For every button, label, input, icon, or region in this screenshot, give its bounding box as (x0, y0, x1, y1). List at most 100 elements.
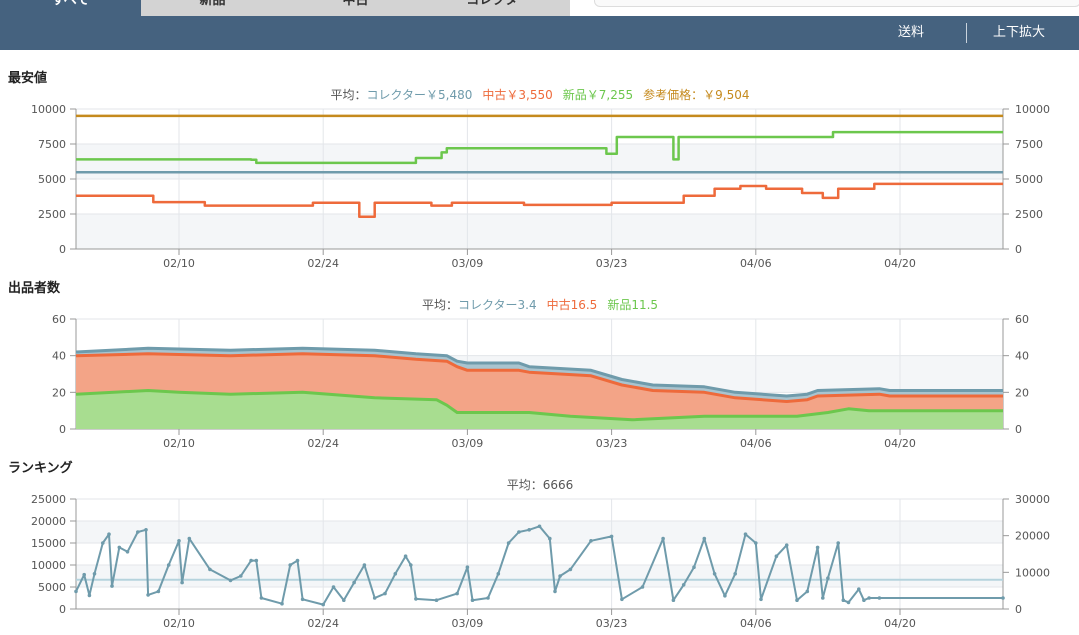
ranking-section-title: ランキング (8, 461, 73, 476)
ranking-y-tick-label-left: 10000 (31, 559, 66, 572)
tab-all[interactable]: すべて (0, 0, 141, 16)
ranking-point (661, 536, 665, 541)
ranking-y-tick-label-left: 20000 (31, 515, 66, 528)
ranking-point (506, 541, 511, 545)
ranking-point (434, 598, 439, 602)
ranking-grid-band (76, 521, 1003, 543)
ranking-point (465, 565, 470, 569)
price-x-tick-label: 02/24 (307, 257, 339, 270)
ranking-point (107, 532, 111, 536)
price-y-tick-label-right: 0 (1015, 243, 1022, 256)
ranking-point (548, 536, 552, 541)
sellers-series-line (75, 346, 1003, 398)
zoom-button[interactable]: 上下拡大 (993, 25, 1046, 40)
ranking-point (702, 536, 707, 541)
sellers-series-line (75, 352, 1003, 403)
ranking-point (815, 545, 820, 550)
ranking-point (383, 591, 387, 596)
price-series-line (76, 182, 1003, 219)
ranking-point (784, 543, 789, 547)
legend-prefix: 平均： (422, 298, 458, 312)
sellers-grid-band (76, 355, 1003, 393)
ranking-point (589, 539, 593, 543)
ranking-point (228, 578, 233, 583)
ranking-point (295, 558, 300, 563)
ranking-point (805, 589, 810, 594)
ranking-point (681, 583, 686, 587)
ranking-point (239, 574, 243, 578)
ranking-point (862, 598, 866, 602)
sellers-legend: 平均：コレクター3.4 中古16.5 新品11.5 (422, 297, 658, 312)
ranking-point (403, 554, 408, 558)
ranking-point (671, 598, 676, 602)
ranking-point (759, 597, 763, 602)
ranking-point (537, 524, 542, 529)
ranking-point (321, 602, 326, 607)
sellers-x-tick-label: 03/23 (596, 437, 628, 450)
ranking-point (180, 580, 184, 585)
ranking-point (558, 574, 562, 578)
ranking-point (712, 572, 717, 576)
ranking-series-line (75, 525, 1003, 606)
ranking-point (857, 587, 861, 591)
ranking-point (280, 601, 284, 606)
price-x-tick-label: 03/23 (596, 257, 628, 270)
ranking-point (144, 528, 148, 532)
ranking-x-tick-label: 03/09 (452, 617, 484, 630)
legend-item: 新品￥7,255 (563, 87, 633, 102)
sellers-area (76, 390, 1003, 429)
tab-bar-background (141, 0, 570, 16)
price-section-title: 最安値 (8, 71, 48, 86)
ranking-point (1001, 596, 1005, 600)
sellers-y-tick-label-right: 40 (1015, 350, 1029, 363)
ranking-point (774, 554, 779, 558)
price-y-tick-label-right: 2500 (1015, 208, 1043, 221)
ranking-point (826, 576, 830, 580)
price-y-tick-label-right: 10000 (1015, 103, 1050, 116)
ranking-point (101, 541, 105, 545)
price-grid-band (76, 144, 1003, 179)
ranking-point (743, 532, 748, 536)
ranking-point (846, 600, 851, 605)
legend-item: 中古￥3,550 (482, 87, 552, 102)
sellers-y-tick-label-right: 0 (1015, 423, 1022, 436)
tab-collector[interactable]: コレクター (466, 0, 531, 8)
ranking-point (372, 596, 377, 600)
sellers-x-tick-label: 02/10 (163, 437, 195, 450)
tab-used[interactable]: 中古 (342, 0, 369, 8)
legend-prefix: 平均： (331, 88, 367, 102)
price-y-tick-label-left: 5000 (38, 173, 66, 186)
ranking-point (517, 530, 521, 534)
ranking-point (754, 541, 758, 545)
ranking-point (259, 596, 264, 600)
ranking-grid-band (76, 565, 1003, 587)
ranking-point (177, 539, 181, 543)
sellers-y-tick-label-left: 20 (52, 386, 66, 399)
sellers-section-title: 出品者数 (8, 281, 61, 296)
ranking-point (187, 536, 192, 541)
ranking-y-tick-label-right: 10000 (1015, 566, 1050, 579)
ranking-x-tick-label: 02/10 (163, 617, 195, 630)
sellers-y-tick-label-left: 40 (52, 350, 66, 363)
shipping-button[interactable]: 送料 (898, 25, 925, 40)
ranking-y-tick-label-left: 25000 (31, 493, 66, 506)
ranking-y-tick-label-right: 30000 (1015, 493, 1050, 506)
ranking-point (723, 594, 727, 598)
ranking-point (620, 597, 624, 602)
ranking-point (609, 534, 614, 539)
ranking-point (300, 597, 305, 602)
ranking-point (331, 585, 336, 589)
sellers-area (76, 348, 1003, 429)
ranking-x-tick-label: 04/20 (884, 617, 916, 630)
sellers-y-tick-label-right: 20 (1015, 386, 1029, 399)
legend-item: 新品11.5 (607, 297, 658, 312)
ranking-legend: 平均：6666 (507, 478, 574, 492)
ranking-y-tick-label-left: 5000 (38, 581, 66, 594)
sellers-x-tick-label: 03/09 (452, 437, 484, 450)
search-box[interactable] (594, 0, 1079, 7)
ranking-point (117, 545, 122, 550)
tab-new[interactable]: 新品 (199, 0, 226, 8)
ranking-point (288, 563, 293, 567)
legend-item: 中古16.5 (547, 297, 598, 312)
price-y-tick-label-left: 7500 (38, 138, 66, 151)
